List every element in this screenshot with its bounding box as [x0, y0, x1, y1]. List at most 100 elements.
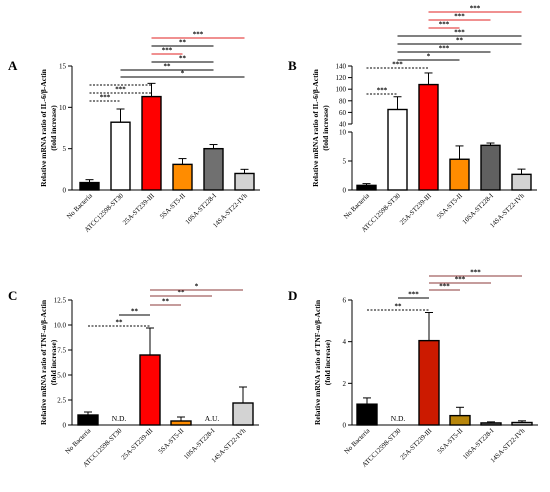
panel-letter: A [8, 58, 18, 73]
bar [511, 173, 532, 191]
significance-label: ** [456, 37, 464, 45]
category-label: 10SA-ST228-I [461, 192, 495, 226]
y-tick-label: 15 [59, 63, 67, 71]
significance-label: ** [179, 55, 187, 63]
y-tick-label: 60 [339, 109, 347, 117]
category-label: 25A-ST239-III [120, 427, 155, 462]
significance-label: ** [395, 303, 403, 311]
bar [141, 95, 162, 191]
significance-label: *** [193, 31, 204, 39]
significance-label: ** [178, 289, 186, 297]
y-tick-label: 7.5 [57, 347, 66, 355]
category-label: No Bacteria [343, 427, 371, 455]
y-tick-label: 5 [63, 145, 67, 153]
significance-label: *** [439, 21, 450, 29]
bar [172, 163, 193, 191]
bar [356, 184, 377, 191]
panel-a: A 0 5 10 15 Relative mRNA ratio of IL-6/β-Act… [8, 31, 260, 234]
significance-label: *** [377, 87, 388, 95]
y-tick-label: 10.0 [54, 322, 67, 330]
bar [232, 402, 254, 426]
significance-label: * [195, 283, 199, 291]
significance-label: ** [131, 308, 139, 316]
y-axis-label: Relative mRNA ratio of IL-6/β-Actin [311, 68, 320, 187]
y-tick-label: 12.5 [54, 297, 67, 305]
y-tick-label: 5.0 [57, 372, 66, 380]
panel-c: C 0 2.5 5.0 7.5 10.0 12.5 Relative mRNA ratio o… [8, 283, 259, 469]
significance-label: *** [439, 45, 450, 53]
y-tick-label: 0 [63, 422, 67, 430]
y-tick-label: 5 [343, 158, 347, 166]
y-axis-label: (fold increase) [49, 105, 58, 151]
value-label: A.U. [205, 414, 220, 423]
panel-letter: C [8, 288, 17, 303]
bar [79, 181, 100, 191]
bar [480, 144, 501, 191]
y-axis-label: Relative mRNA ratio of TNF-α/β-Actin [39, 299, 48, 425]
y-tick-label: 10 [59, 104, 67, 112]
significance-label: *** [100, 94, 111, 102]
bar [449, 158, 470, 191]
significance-label: *** [162, 47, 173, 55]
significance-label: * [427, 53, 431, 61]
y-tick-label: 0 [343, 422, 347, 430]
bar [449, 414, 471, 426]
bar [418, 83, 439, 191]
category-label: 5SA-ST5-II [157, 427, 185, 455]
y-tick-label: 10 [339, 129, 347, 137]
significance-label: *** [408, 291, 419, 299]
significance-label: *** [439, 283, 450, 291]
value-label: N.D. [391, 414, 406, 423]
significance-label: *** [454, 29, 465, 37]
significance-label: ** [164, 63, 172, 71]
y-axis-label: Relative mRNA ratio of TNF-α/β-Actin [313, 299, 322, 425]
bar [139, 354, 161, 426]
value-label: N.D. [112, 414, 127, 423]
significance-label: *** [455, 276, 466, 284]
y-tick-label: 140 [336, 63, 347, 71]
panel-d: D 0 2 4 6 Relative mRNA ratio of TNF-α/β-Acti… [288, 269, 538, 469]
significance-label: ** [116, 319, 124, 327]
category-label: 5SA-ST5-II [159, 192, 187, 220]
bar [418, 339, 440, 426]
category-label: No Bacteria [66, 192, 94, 220]
category-label: 10SA-ST228-I [183, 427, 217, 461]
bar [387, 108, 408, 191]
y-tick-label: 4 [343, 338, 347, 346]
bar [170, 420, 192, 426]
y-tick-label: 6 [343, 297, 347, 305]
significance-label: *** [470, 5, 481, 13]
y-axis-label: (fold increase) [323, 339, 332, 385]
bar [110, 121, 131, 191]
category-label: 5SA-ST5-II [436, 427, 464, 455]
y-tick-label: 0 [343, 187, 347, 195]
significance-label: ** [162, 298, 170, 306]
category-label: 5SA-ST5-II [436, 192, 464, 220]
significance-label: ** [179, 39, 187, 47]
bar [77, 414, 99, 426]
y-tick-label: 40 [339, 121, 347, 129]
y-axis-label: Relative mRNA ratio of IL-6/β-Actin [39, 68, 48, 187]
y-axis-label: (fold increase) [49, 339, 58, 385]
y-tick-label: 120 [336, 74, 347, 82]
panel-letter: B [288, 58, 297, 73]
significance-label: * [181, 70, 185, 78]
y-axis-label: (fold increase) [321, 105, 330, 151]
panel-letter: D [288, 288, 297, 303]
y-tick-label: 2 [343, 380, 347, 388]
category-label: 10SA-ST228-I [462, 427, 496, 461]
significance-label: *** [454, 13, 465, 21]
category-label: 10SA-ST228-I [184, 192, 218, 226]
bar [356, 403, 378, 426]
bar [203, 147, 224, 191]
category-label: 25A-ST239-III [122, 192, 157, 227]
category-label: No Bacteria [343, 192, 371, 220]
bar [234, 172, 255, 191]
significance-label: *** [115, 86, 126, 94]
y-tick-label: 80 [339, 97, 347, 105]
significance-label: *** [392, 61, 403, 69]
y-tick-label: 0 [63, 187, 67, 195]
significance-label: *** [470, 269, 481, 277]
